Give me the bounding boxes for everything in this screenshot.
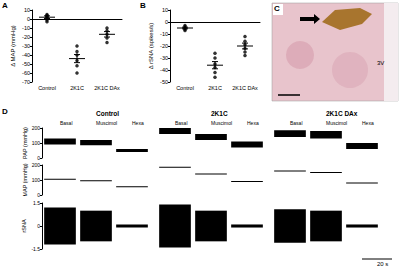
svg-text:Δ MAP (mmHg): Δ MAP (mmHg) (10, 25, 16, 67)
svg-text:Δ rSNA (spikes/s): Δ rSNA (spikes/s) (148, 23, 154, 70)
svg-text:2K1C: 2K1C (70, 85, 84, 91)
svg-text:-60: -60 (22, 70, 30, 76)
svg-text:-20: -20 (22, 34, 30, 40)
svg-text:Basal: Basal (175, 120, 188, 126)
svg-text:B: B (140, 1, 146, 10)
svg-text:2K1C DAx: 2K1C DAx (94, 85, 120, 91)
svg-text:200: 200 (32, 125, 41, 131)
svg-text:0: 0 (27, 16, 30, 22)
svg-text:0: 0 (37, 192, 40, 198)
svg-text:10: 10 (162, 7, 168, 13)
svg-text:20 s: 20 s (377, 261, 388, 267)
svg-text:2K1C DAx: 2K1C DAx (326, 110, 358, 117)
svg-text:Muscimol: Muscimol (326, 120, 347, 126)
svg-text:0: 0 (37, 155, 40, 161)
svg-text:1.5: 1.5 (33, 200, 40, 206)
svg-text:Hexa: Hexa (362, 120, 374, 126)
svg-text:3V: 3V (377, 60, 384, 66)
svg-text:0: 0 (37, 223, 40, 229)
svg-text:Muscimol: Muscimol (211, 120, 232, 126)
svg-text:-30: -30 (22, 43, 30, 49)
svg-text:Control: Control (176, 85, 194, 91)
svg-text:100: 100 (32, 177, 41, 183)
svg-text:-1.5: -1.5 (31, 246, 40, 252)
svg-text:-40: -40 (160, 67, 168, 73)
svg-text:0: 0 (165, 19, 168, 25)
svg-text:-10: -10 (22, 25, 30, 31)
svg-text:Control: Control (96, 110, 119, 117)
svg-text:Control: Control (38, 85, 56, 91)
svg-text:Hexa: Hexa (132, 120, 144, 126)
svg-text:C: C (274, 4, 280, 13)
svg-text:Basal: Basal (290, 120, 303, 126)
svg-text:2K1C: 2K1C (208, 85, 222, 91)
svg-text:2K1C DAx: 2K1C DAx (232, 85, 258, 91)
svg-text:-30: -30 (160, 55, 168, 61)
svg-text:2K1C: 2K1C (211, 110, 228, 117)
svg-text:-50: -50 (160, 79, 168, 85)
svg-text:Hexa: Hexa (247, 120, 259, 126)
svg-text:-10: -10 (160, 31, 168, 37)
svg-text:100: 100 (32, 140, 41, 146)
svg-text:200: 200 (32, 162, 41, 168)
svg-text:Basal: Basal (60, 120, 73, 126)
svg-text:MAP (mmHg): MAP (mmHg) (22, 163, 28, 196)
svg-text:D: D (2, 107, 8, 116)
svg-text:rSNA: rSNA (21, 219, 27, 232)
svg-text:-20: -20 (160, 43, 168, 49)
svg-text:10: 10 (24, 7, 30, 13)
svg-text:Muscimol: Muscimol (96, 120, 117, 126)
svg-text:-70: -70 (22, 79, 30, 85)
svg-text:-40: -40 (22, 52, 30, 58)
svg-text:-50: -50 (22, 61, 30, 67)
svg-text:PAP (mmHg): PAP (mmHg) (22, 127, 28, 159)
svg-text:A: A (2, 1, 8, 10)
